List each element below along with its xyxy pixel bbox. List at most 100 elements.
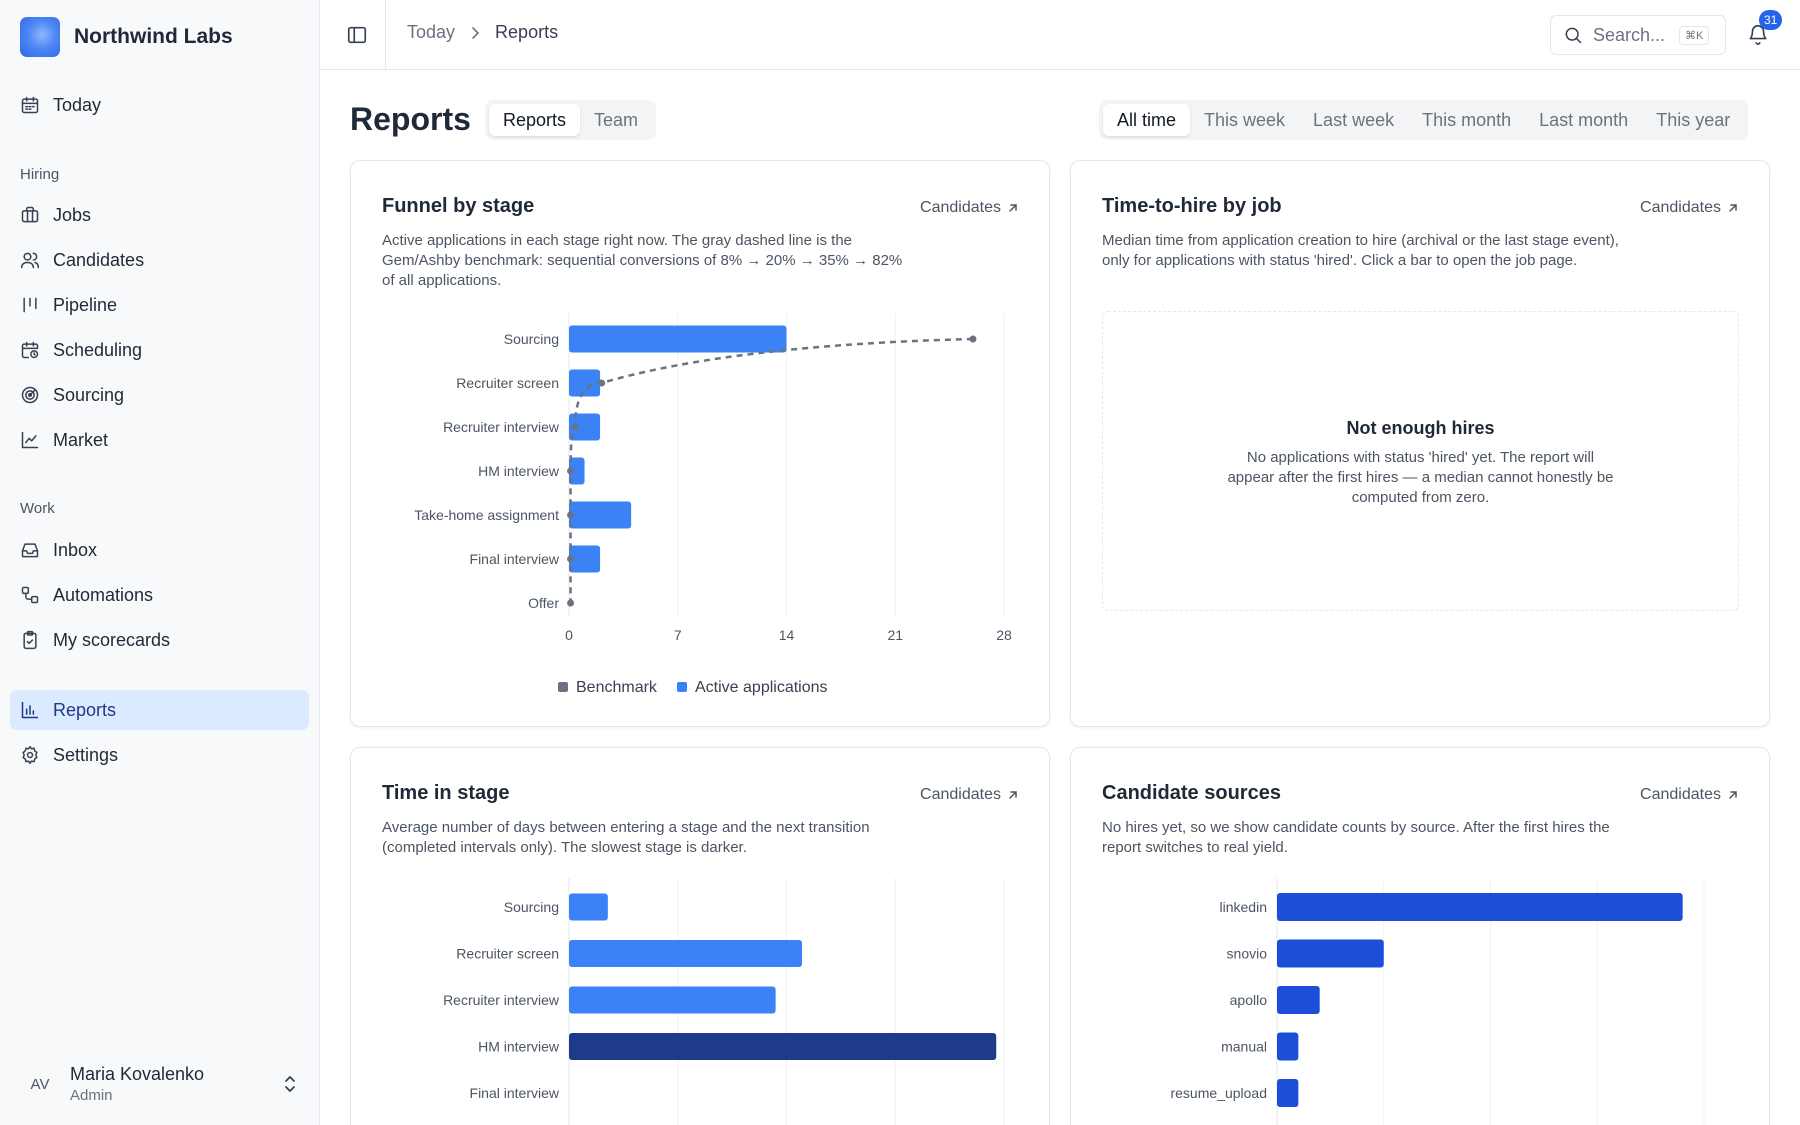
tab-this-year[interactable]: This year <box>1656 109 1731 130</box>
calendar-clock-icon <box>21 341 39 359</box>
arrow-up-right-icon <box>1729 204 1737 212</box>
tab-this-month[interactable]: This month <box>1422 109 1512 130</box>
empty-state-title: Not enough hires <box>1346 418 1495 438</box>
user-menu[interactable]: AV Maria Kovalenko Admin <box>10 1058 309 1110</box>
category-label: Recruiter screen <box>456 375 559 391</box>
sidebar-item-label: Scheduling <box>53 339 143 360</box>
category-label: Offer <box>528 595 559 611</box>
benchmark-point-offer <box>567 599 575 607</box>
bar-chart-icon <box>21 701 39 719</box>
card-description: Average number of days between entering … <box>382 819 870 856</box>
topbar: Today Reports Search... ⌘K 31 <box>320 0 1800 70</box>
breadcrumb-current: Reports <box>495 22 559 42</box>
bar-hm-interview <box>569 1033 997 1060</box>
sidebar-item-automations[interactable]: Automations <box>10 575 309 615</box>
benchmark-point-final-interview <box>567 555 575 563</box>
benchmark-point-sourcing <box>969 335 977 343</box>
view-tabs: Reports Team <box>485 100 657 140</box>
category-label: HM interview <box>478 463 560 479</box>
bar-recruiter-interview <box>569 986 776 1014</box>
breadcrumb-parent[interactable]: Today <box>407 22 456 42</box>
time-in-stage-card: Time in stage Candidates Average number … <box>350 747 1050 1125</box>
empty-state-description: No applications with status 'hired' yet.… <box>1227 449 1614 506</box>
category-label: Sourcing <box>504 899 559 915</box>
candidate-sources-card: Candidate sources Candidates No hires ye… <box>1070 747 1770 1125</box>
briefcase-icon <box>21 206 39 223</box>
card-title: Funnel by stage <box>382 195 535 217</box>
sidebar-item-scheduling[interactable]: Scheduling <box>10 330 309 370</box>
sidebar-section-hiring: Hiring <box>20 166 60 183</box>
bar-manual <box>1277 1032 1299 1061</box>
sidebar-item-inbox[interactable]: Inbox <box>10 530 309 570</box>
sidebar-toggle-icon[interactable] <box>346 24 368 46</box>
benchmark-line <box>569 337 973 603</box>
user-name: Maria Kovalenko <box>70 1064 205 1084</box>
bar-apollo <box>1277 986 1320 1014</box>
candidates-link[interactable]: Candidates <box>920 199 1019 217</box>
workflow-icon <box>21 586 39 604</box>
breadcrumb: Today Reports <box>407 22 558 43</box>
sidebar-item-jobs[interactable]: Jobs <box>10 195 309 235</box>
bar-recruiter-screen <box>569 940 803 967</box>
tab-last-week[interactable]: Last week <box>1313 109 1395 130</box>
x-tick-label: 7 <box>674 627 682 643</box>
benchmark-point-recruiter-screen <box>598 379 606 387</box>
candidates-link[interactable]: Candidates <box>1640 786 1739 804</box>
calendar-icon <box>21 96 39 114</box>
sidebar-item-sourcing[interactable]: Sourcing <box>10 375 309 415</box>
bar-recruiter-screen <box>569 369 601 397</box>
sidebar-item-label: Today <box>53 94 102 115</box>
bar-sourcing <box>569 325 787 353</box>
bar-snovio <box>1277 939 1384 968</box>
empty-state: Not enough hires No applications with st… <box>1102 311 1739 611</box>
sidebar-item-label: Inbox <box>53 539 98 560</box>
candidates-link[interactable]: Candidates <box>920 786 1019 804</box>
tab-last-month[interactable]: Last month <box>1539 109 1629 130</box>
sidebar-item-label: Automations <box>53 584 154 605</box>
card-title: Candidate sources <box>1102 782 1281 804</box>
line-chart-icon <box>21 431 39 449</box>
bar-final-interview <box>569 545 601 573</box>
category-label: Final interview <box>470 1085 560 1101</box>
topbar-divider <box>385 0 386 70</box>
brand-logo <box>20 17 60 57</box>
x-tick-label: 21 <box>887 627 903 643</box>
brand-name: Northwind Labs <box>74 25 233 48</box>
candidates-link-label: Candidates <box>920 786 1001 803</box>
search-shortcut: ⌘K <box>1679 25 1710 45</box>
chevrons-up-down-icon <box>285 1076 295 1092</box>
radar-icon <box>21 386 39 404</box>
chevron-right-icon <box>472 26 480 39</box>
kanban-icon <box>23 297 37 313</box>
sidebar: Northwind Labs Today Hiring Jobs Candida… <box>0 0 320 1125</box>
bar-take-home-assignment <box>569 501 632 529</box>
sidebar-item-candidates[interactable]: Candidates <box>10 240 309 280</box>
category-label: Final interview <box>470 551 560 567</box>
candidates-link[interactable]: Candidates <box>1640 199 1739 217</box>
tab-all-time[interactable]: All time <box>1103 104 1191 136</box>
sidebar-item-my-scorecards[interactable]: My scorecards <box>10 620 309 660</box>
sidebar-item-label: Sourcing <box>53 384 125 405</box>
tab-this-week[interactable]: This week <box>1204 109 1286 130</box>
sidebar-item-label: Reports <box>53 699 117 720</box>
sidebar-item-settings[interactable]: Settings <box>10 735 309 775</box>
legend-swatch-benchmark <box>558 682 568 692</box>
brand[interactable]: Northwind Labs <box>20 17 233 57</box>
category-label: Take-home assignment <box>414 507 559 523</box>
search-input[interactable]: Search... ⌘K <box>1550 15 1726 55</box>
sidebar-item-pipeline[interactable]: Pipeline <box>10 285 309 325</box>
sidebar-item-market[interactable]: Market <box>10 420 309 460</box>
tab-reports[interactable]: Reports <box>489 104 581 136</box>
card-title: Time in stage <box>382 782 510 804</box>
sidebar-item-today[interactable]: Today <box>10 85 309 125</box>
category-label: Recruiter interview <box>443 419 560 435</box>
candidates-link-label: Candidates <box>1640 786 1721 803</box>
bar-recruiter-interview <box>569 413 601 441</box>
tab-team[interactable]: Team <box>594 109 639 130</box>
sidebar-item-reports[interactable]: Reports <box>10 690 309 730</box>
bell-icon[interactable] <box>1747 22 1769 46</box>
bar-hm-interview <box>569 457 585 485</box>
category-label: manual <box>1221 1039 1267 1055</box>
gear-icon <box>22 745 38 765</box>
card-description: Active applications in each stage right … <box>382 232 903 289</box>
